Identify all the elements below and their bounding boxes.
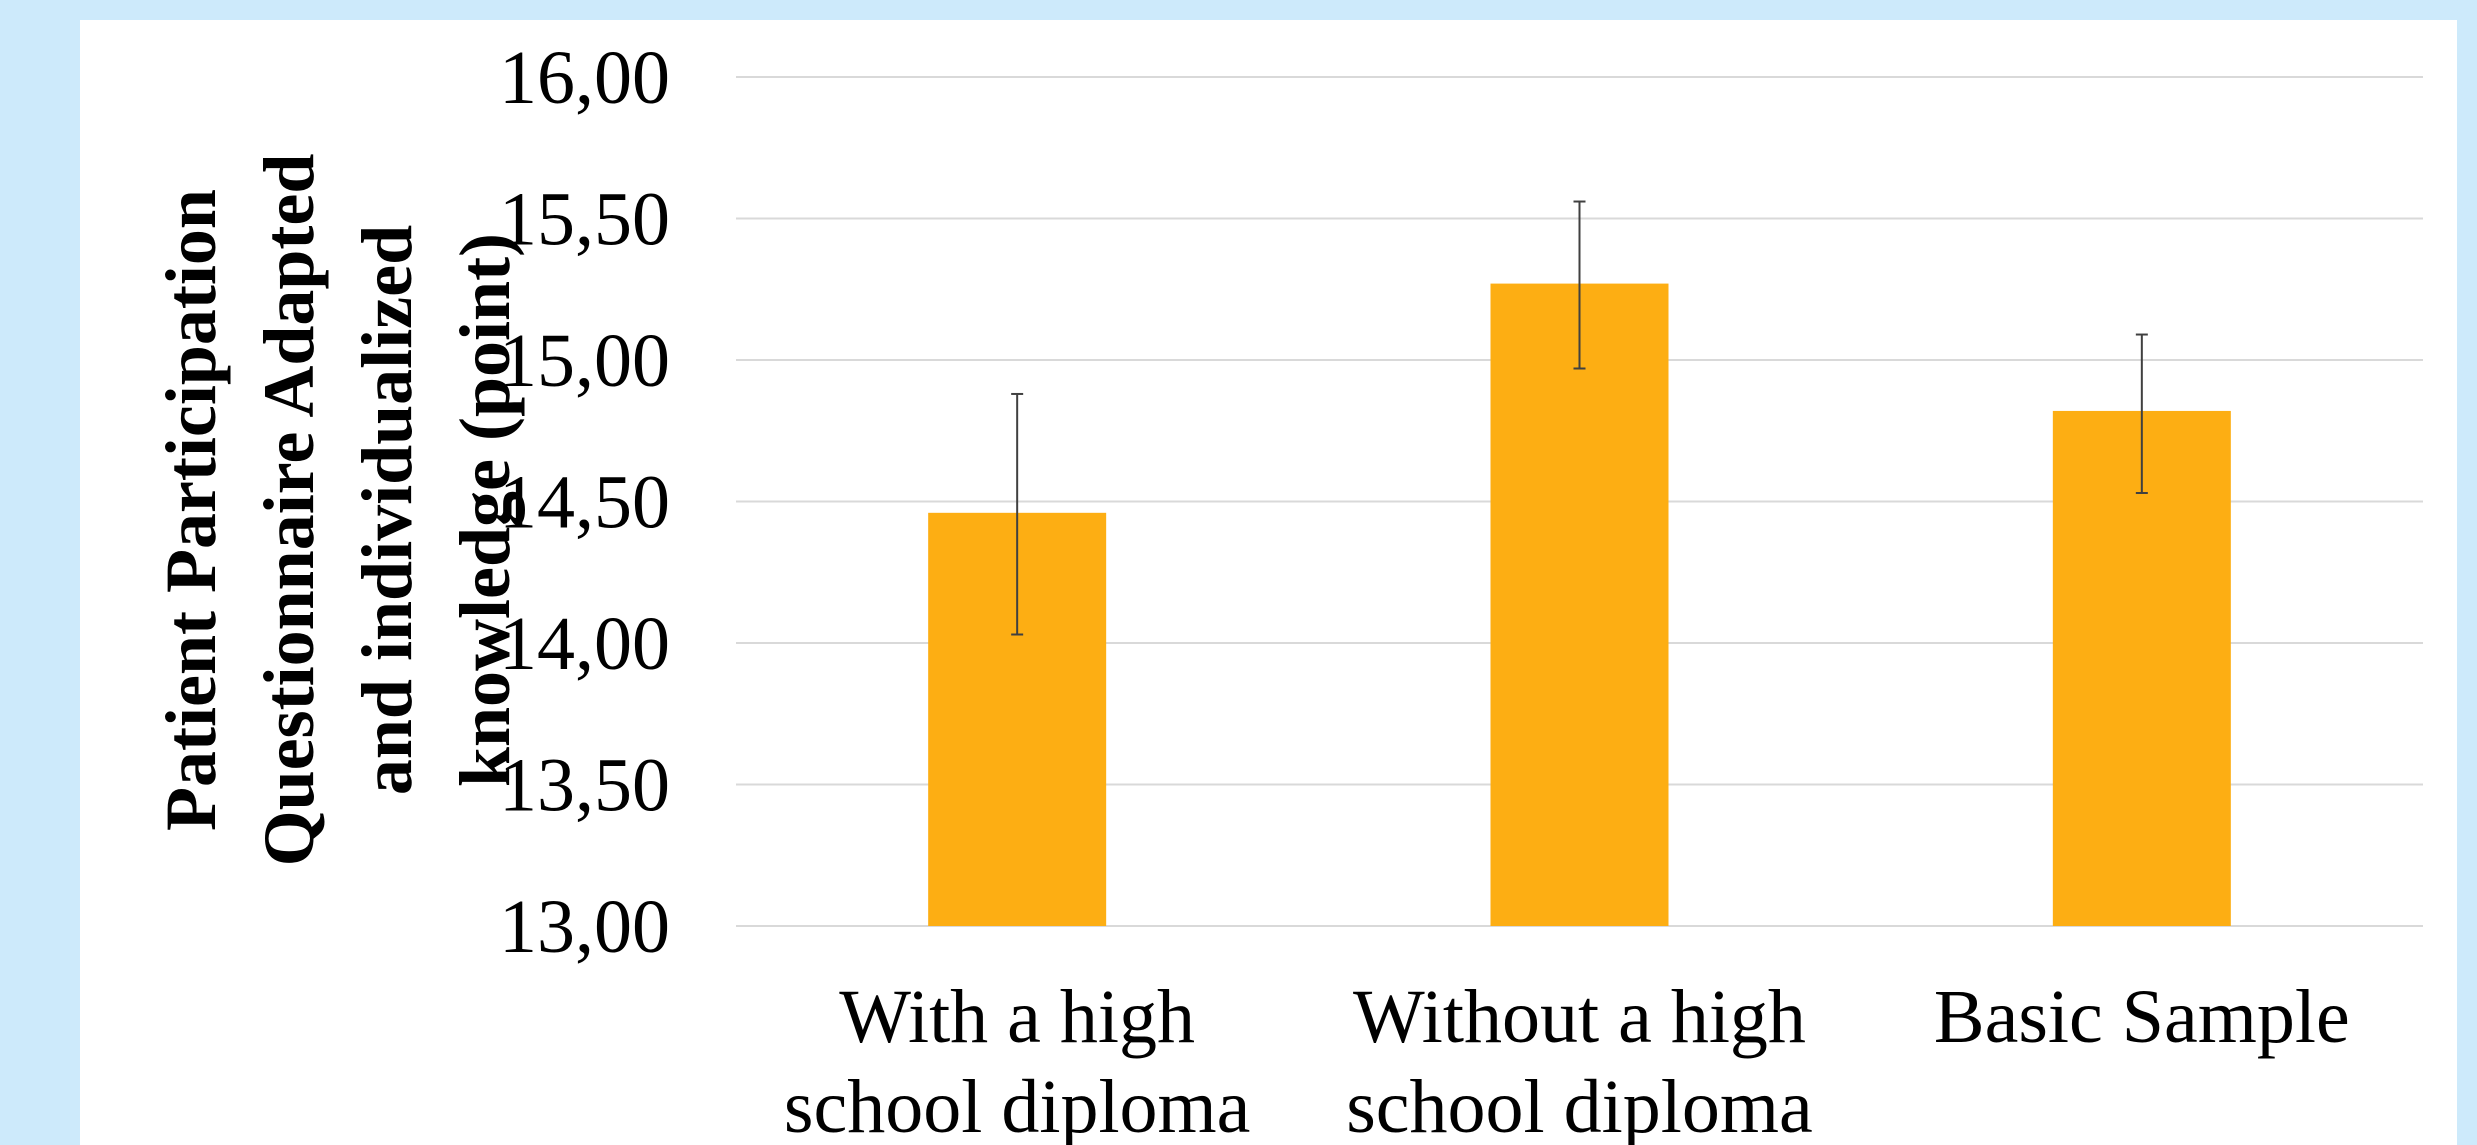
bar-chart: 13,00 13,50 14,00 14,50 15,00 15,50 16,00 With…	[151, 36, 2423, 1145]
y-tick-label: 13,00	[499, 885, 670, 969]
y-tick-label: 13,50	[499, 744, 670, 828]
x-category-label: school diploma	[1346, 1065, 1813, 1145]
error-bars	[1011, 200, 2148, 636]
y-axis-label-line: knowledge (point)	[445, 233, 525, 787]
bars	[928, 283, 2231, 927]
x-category-label: With a high	[839, 975, 1195, 1059]
x-category-label: school diploma	[784, 1065, 1251, 1145]
y-axis-label-line: Questionnaire Adapted	[249, 154, 329, 867]
y-tick-label: 15,00	[499, 319, 670, 403]
y-axis-label-line: and individualized	[347, 225, 427, 795]
y-tick-label: 14,00	[499, 602, 670, 686]
chart-panel: 13,00 13,50 14,00 14,50 15,00 15,50 16,00 With…	[80, 20, 2457, 1145]
y-tick-label: 14,50	[499, 461, 670, 545]
y-axis-label-line: Patient Participation	[151, 189, 231, 831]
y-axis-label: Patient Participation Questionnaire Adapt…	[151, 154, 525, 867]
bar	[2052, 410, 2231, 926]
y-tick-label: 16,00	[499, 36, 670, 120]
bar	[1490, 283, 1669, 927]
y-tick-label: 15,50	[499, 178, 670, 262]
x-category-label: Without a high	[1353, 975, 1806, 1059]
y-tick-labels: 13,00 13,50 14,00 14,50 15,00 15,50 16,00	[499, 36, 670, 969]
x-category-label: Basic Sample	[1934, 975, 2350, 1059]
